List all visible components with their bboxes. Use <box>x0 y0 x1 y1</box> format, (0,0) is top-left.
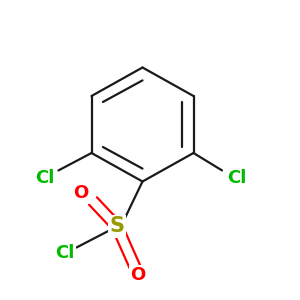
Text: Cl: Cl <box>35 169 54 187</box>
Text: Cl: Cl <box>55 244 74 262</box>
Text: O: O <box>130 266 146 284</box>
Text: S: S <box>110 217 124 236</box>
Text: Cl: Cl <box>227 169 247 187</box>
Text: O: O <box>74 184 88 202</box>
